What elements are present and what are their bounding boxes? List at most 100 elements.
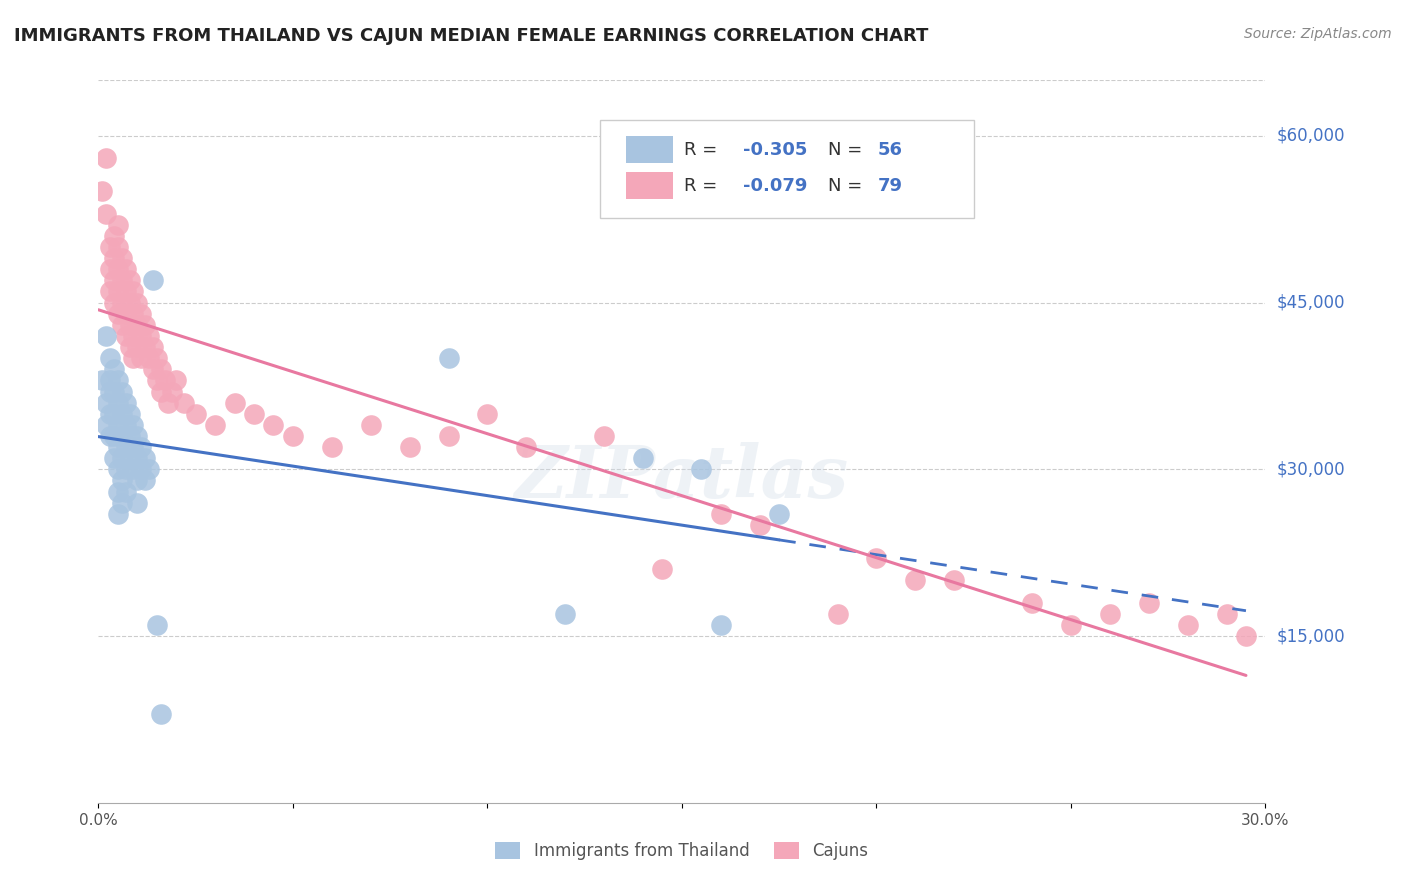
Point [146, 373, 169, 387]
Point [138, 329, 160, 343]
Point [107, 218, 129, 232]
Point [398, 440, 420, 454]
Point [107, 285, 129, 299]
Point [107, 373, 129, 387]
Point [129, 351, 152, 366]
Text: $30,000: $30,000 [1277, 460, 1346, 478]
Point [1177, 618, 1199, 632]
Point [204, 417, 226, 432]
Point [129, 307, 152, 321]
Point [142, 340, 165, 354]
Point [1215, 607, 1237, 621]
Point [184, 407, 207, 421]
Point [281, 429, 304, 443]
Point [129, 462, 152, 476]
Point [118, 451, 141, 466]
Point [142, 362, 165, 376]
Point [134, 340, 156, 354]
Text: R =: R = [685, 141, 723, 159]
Point [748, 517, 770, 532]
Point [118, 407, 141, 421]
Point [127, 429, 149, 443]
Point [149, 706, 172, 721]
Point [134, 474, 156, 488]
Point [96, 417, 118, 432]
Point [107, 462, 129, 476]
Point [122, 440, 145, 454]
Point [96, 329, 118, 343]
Point [96, 151, 118, 165]
Point [138, 351, 160, 366]
Point [142, 273, 165, 287]
Point [111, 474, 134, 488]
Point [129, 440, 152, 454]
Text: 56: 56 [877, 141, 903, 159]
Text: 79: 79 [877, 177, 903, 194]
Point [111, 496, 134, 510]
Point [118, 318, 141, 332]
Point [134, 318, 156, 332]
Point [153, 373, 176, 387]
Point [98, 240, 121, 254]
Point [127, 295, 149, 310]
Point [91, 373, 114, 387]
Point [118, 340, 141, 354]
Text: Source: ZipAtlas.com: Source: ZipAtlas.com [1244, 27, 1392, 41]
Point [114, 417, 136, 432]
Point [1021, 596, 1043, 610]
Point [107, 507, 129, 521]
Point [146, 618, 169, 632]
Point [107, 307, 129, 321]
Text: $60,000: $60,000 [1277, 127, 1346, 145]
Point [1098, 607, 1121, 621]
Point [103, 407, 125, 421]
Point [146, 351, 169, 366]
Point [360, 417, 382, 432]
FancyBboxPatch shape [626, 136, 672, 163]
Point [162, 384, 184, 399]
Point [98, 351, 121, 366]
Point [98, 384, 121, 399]
Point [554, 607, 576, 621]
Point [103, 451, 125, 466]
Point [127, 451, 149, 466]
Point [768, 507, 790, 521]
Point [114, 329, 136, 343]
Point [114, 285, 136, 299]
Point [127, 496, 149, 510]
Point [103, 384, 125, 399]
Point [243, 407, 266, 421]
Point [122, 307, 145, 321]
Point [114, 484, 136, 499]
Point [114, 307, 136, 321]
Text: N =: N = [828, 177, 868, 194]
Point [827, 607, 849, 621]
Point [111, 295, 134, 310]
Point [107, 240, 129, 254]
Point [129, 329, 152, 343]
Point [122, 417, 145, 432]
Point [107, 262, 129, 277]
Point [149, 362, 172, 376]
Point [103, 228, 125, 243]
Point [103, 251, 125, 265]
Point [149, 384, 172, 399]
Point [98, 373, 121, 387]
Point [165, 373, 187, 387]
Point [173, 395, 195, 409]
Point [262, 417, 284, 432]
Point [114, 462, 136, 476]
Text: $45,000: $45,000 [1277, 293, 1346, 311]
Point [710, 507, 733, 521]
Point [114, 440, 136, 454]
Point [107, 395, 129, 409]
Text: R =: R = [685, 177, 723, 194]
FancyBboxPatch shape [600, 120, 973, 218]
Point [98, 429, 121, 443]
Point [1060, 618, 1083, 632]
Point [904, 574, 927, 588]
Point [96, 207, 118, 221]
Text: $15,000: $15,000 [1277, 627, 1346, 645]
Point [138, 462, 160, 476]
Point [118, 295, 141, 310]
